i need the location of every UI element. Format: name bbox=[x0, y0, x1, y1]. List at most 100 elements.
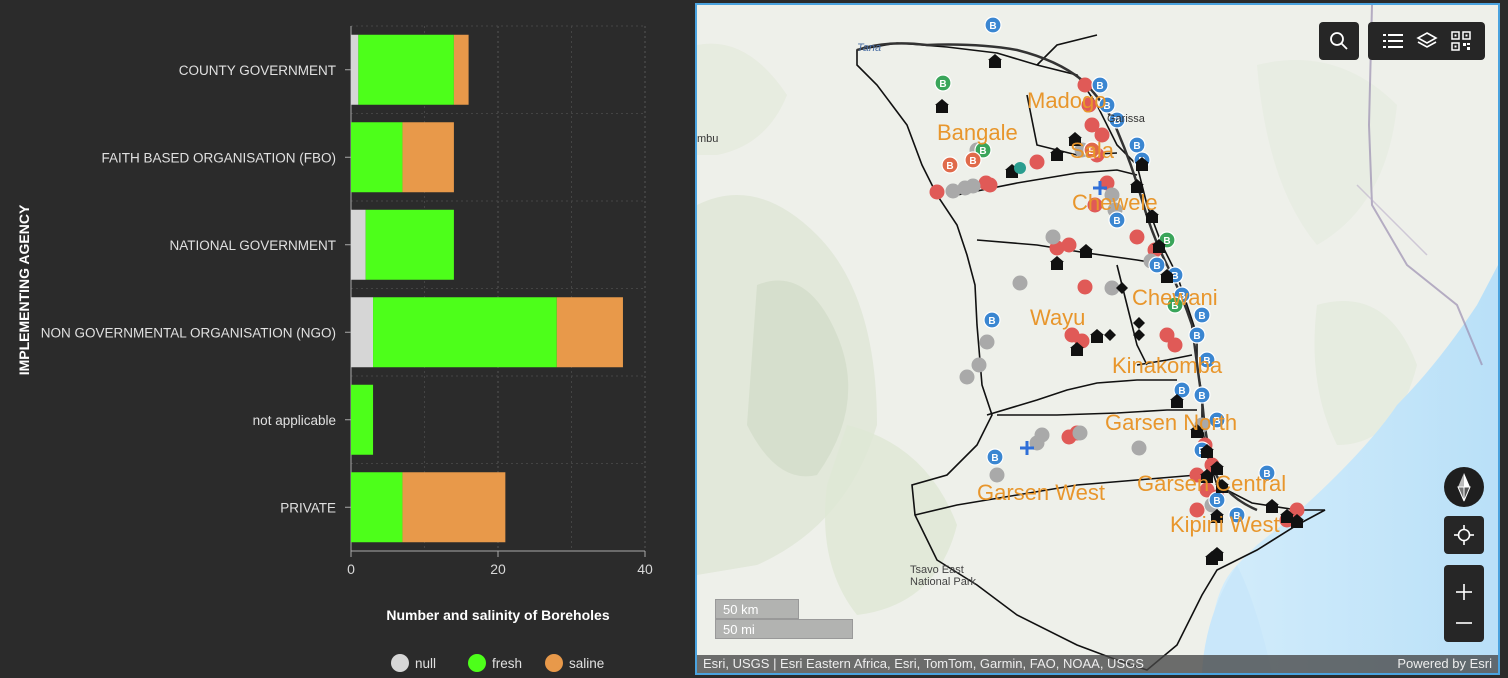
building-body[interactable] bbox=[1191, 430, 1203, 438]
borehole-blue-pin-glyph[interactable]: B bbox=[1198, 311, 1205, 322]
compass-button[interactable] bbox=[1444, 467, 1484, 507]
borehole-saline-marker[interactable] bbox=[1061, 237, 1077, 253]
building-roof[interactable] bbox=[1090, 329, 1104, 335]
borehole-null-marker[interactable] bbox=[945, 183, 961, 199]
borehole-null-marker[interactable] bbox=[1034, 427, 1050, 443]
borehole-blue-pin-glyph[interactable]: B bbox=[1193, 331, 1200, 342]
borehole-blue-pin[interactable] bbox=[983, 311, 1001, 329]
borehole-saline-marker[interactable] bbox=[1167, 337, 1183, 353]
building-roof[interactable] bbox=[1079, 244, 1093, 250]
building-body[interactable] bbox=[1216, 485, 1228, 493]
borehole-blue-pin[interactable] bbox=[1258, 464, 1276, 482]
borehole-green-pin[interactable] bbox=[934, 74, 952, 92]
borehole-blue-pin-glyph[interactable]: B bbox=[1203, 356, 1210, 367]
borehole-blue-pin[interactable] bbox=[1108, 211, 1126, 229]
borehole-saline-marker[interactable] bbox=[1094, 127, 1110, 143]
borehole-blue-pin[interactable] bbox=[984, 16, 1002, 34]
building-body[interactable] bbox=[1069, 138, 1081, 146]
building-icon[interactable] bbox=[1215, 479, 1229, 493]
building-icon[interactable] bbox=[1200, 469, 1214, 483]
borehole-blue-pin-glyph[interactable]: B bbox=[1113, 216, 1120, 227]
diamond-marker[interactable] bbox=[1133, 329, 1145, 341]
borehole-blue-pin-glyph[interactable]: B bbox=[991, 453, 998, 464]
borehole-saline-marker[interactable] bbox=[1159, 327, 1175, 343]
borehole-blue-pin-glyph[interactable]: B bbox=[1103, 101, 1110, 112]
building-body[interactable] bbox=[1071, 348, 1083, 356]
borehole-blue-pin[interactable] bbox=[1098, 96, 1116, 114]
building-roof[interactable] bbox=[1215, 479, 1229, 485]
building-icon[interactable] bbox=[1170, 394, 1184, 408]
borehole-saline-marker[interactable] bbox=[1084, 117, 1100, 133]
building-icon[interactable] bbox=[1050, 256, 1064, 270]
borehole-green-pin-glyph[interactable]: B bbox=[939, 79, 946, 90]
building-body[interactable] bbox=[1201, 450, 1213, 458]
borehole-blue-pin-glyph[interactable]: B bbox=[1213, 496, 1220, 507]
building-roof[interactable] bbox=[1210, 547, 1224, 553]
building-body[interactable] bbox=[1153, 245, 1165, 253]
borehole-blue-pin[interactable] bbox=[1108, 111, 1126, 129]
building-icon[interactable] bbox=[935, 99, 949, 113]
borehole-saline-marker[interactable] bbox=[1077, 279, 1093, 295]
borehole-blue-pin-glyph[interactable]: B bbox=[1263, 469, 1270, 480]
building-icon[interactable] bbox=[1265, 499, 1279, 513]
building-icon[interactable] bbox=[1050, 147, 1064, 161]
borehole-blue-pin-glyph[interactable]: B bbox=[1133, 141, 1140, 152]
building-roof[interactable] bbox=[1050, 147, 1064, 153]
building-icon[interactable] bbox=[988, 54, 1002, 68]
borehole-blue-pin[interactable] bbox=[1198, 351, 1216, 369]
borehole-blue-pin[interactable] bbox=[1128, 136, 1146, 154]
borehole-null-marker[interactable] bbox=[957, 180, 973, 196]
building-body[interactable] bbox=[1291, 520, 1303, 528]
building-body[interactable] bbox=[989, 60, 1001, 68]
building-roof[interactable] bbox=[1135, 157, 1149, 163]
building-icon[interactable] bbox=[1152, 239, 1166, 253]
building-icon[interactable] bbox=[1290, 514, 1304, 528]
borehole-saline-marker[interactable] bbox=[929, 184, 945, 200]
building-roof[interactable] bbox=[1290, 514, 1304, 520]
building-body[interactable] bbox=[1051, 153, 1063, 161]
borehole-null-marker[interactable] bbox=[979, 334, 995, 350]
borehole-blue-pin[interactable] bbox=[1173, 381, 1191, 399]
borehole-null-marker[interactable] bbox=[989, 467, 1005, 483]
borehole-null-marker[interactable] bbox=[1104, 187, 1120, 203]
building-body[interactable] bbox=[1266, 505, 1278, 513]
list-icon[interactable] bbox=[1382, 32, 1403, 50]
borehole-blue-pin[interactable] bbox=[1148, 256, 1166, 274]
building-roof[interactable] bbox=[1152, 239, 1166, 245]
borehole-null-marker[interactable] bbox=[1072, 425, 1088, 441]
diamond-marker[interactable] bbox=[1133, 317, 1145, 329]
borehole-blue-pin-glyph[interactable]: B bbox=[1233, 511, 1240, 522]
borehole-saline-marker[interactable] bbox=[1129, 229, 1145, 245]
layers-icon[interactable] bbox=[1415, 31, 1438, 51]
building-roof[interactable] bbox=[1280, 509, 1294, 515]
borehole-blue-pin[interactable] bbox=[1188, 326, 1206, 344]
building-body[interactable] bbox=[1051, 262, 1063, 270]
building-roof[interactable] bbox=[1210, 461, 1224, 467]
borehole-null-marker[interactable] bbox=[959, 369, 975, 385]
borehole-saline-marker[interactable] bbox=[1189, 467, 1205, 483]
borehole-null-marker[interactable] bbox=[1045, 229, 1061, 245]
borehole-orange-pin[interactable] bbox=[964, 151, 982, 169]
borehole-blue-pin[interactable] bbox=[1193, 386, 1211, 404]
borehole-blue-pin-glyph[interactable]: B bbox=[1213, 416, 1220, 427]
building-roof[interactable] bbox=[1145, 209, 1159, 215]
building-roof[interactable] bbox=[1265, 499, 1279, 505]
building-body[interactable] bbox=[1211, 467, 1223, 475]
zoom-in-icon[interactable] bbox=[1455, 583, 1473, 601]
building-body[interactable] bbox=[1091, 335, 1103, 343]
building-roof[interactable] bbox=[1160, 269, 1174, 275]
borehole-teal-marker[interactable] bbox=[1014, 162, 1026, 174]
building-icon[interactable] bbox=[1160, 269, 1174, 283]
building-roof[interactable] bbox=[1070, 342, 1084, 348]
borehole-blue-pin-glyph[interactable]: B bbox=[1153, 261, 1160, 272]
borehole-null-marker[interactable] bbox=[1131, 440, 1147, 456]
borehole-blue-pin-glyph[interactable]: B bbox=[1198, 391, 1205, 402]
building-roof[interactable] bbox=[1050, 256, 1064, 262]
building-icon[interactable] bbox=[1205, 551, 1219, 565]
borehole-orange-pin-glyph[interactable]: B bbox=[946, 161, 953, 172]
borehole-green-pin-glyph[interactable]: B bbox=[979, 146, 986, 157]
borehole-orange-pin[interactable] bbox=[1083, 141, 1101, 159]
borehole-blue-pin-glyph[interactable]: B bbox=[1113, 116, 1120, 127]
building-icon[interactable] bbox=[1079, 244, 1093, 258]
building-icon[interactable] bbox=[1190, 424, 1204, 438]
